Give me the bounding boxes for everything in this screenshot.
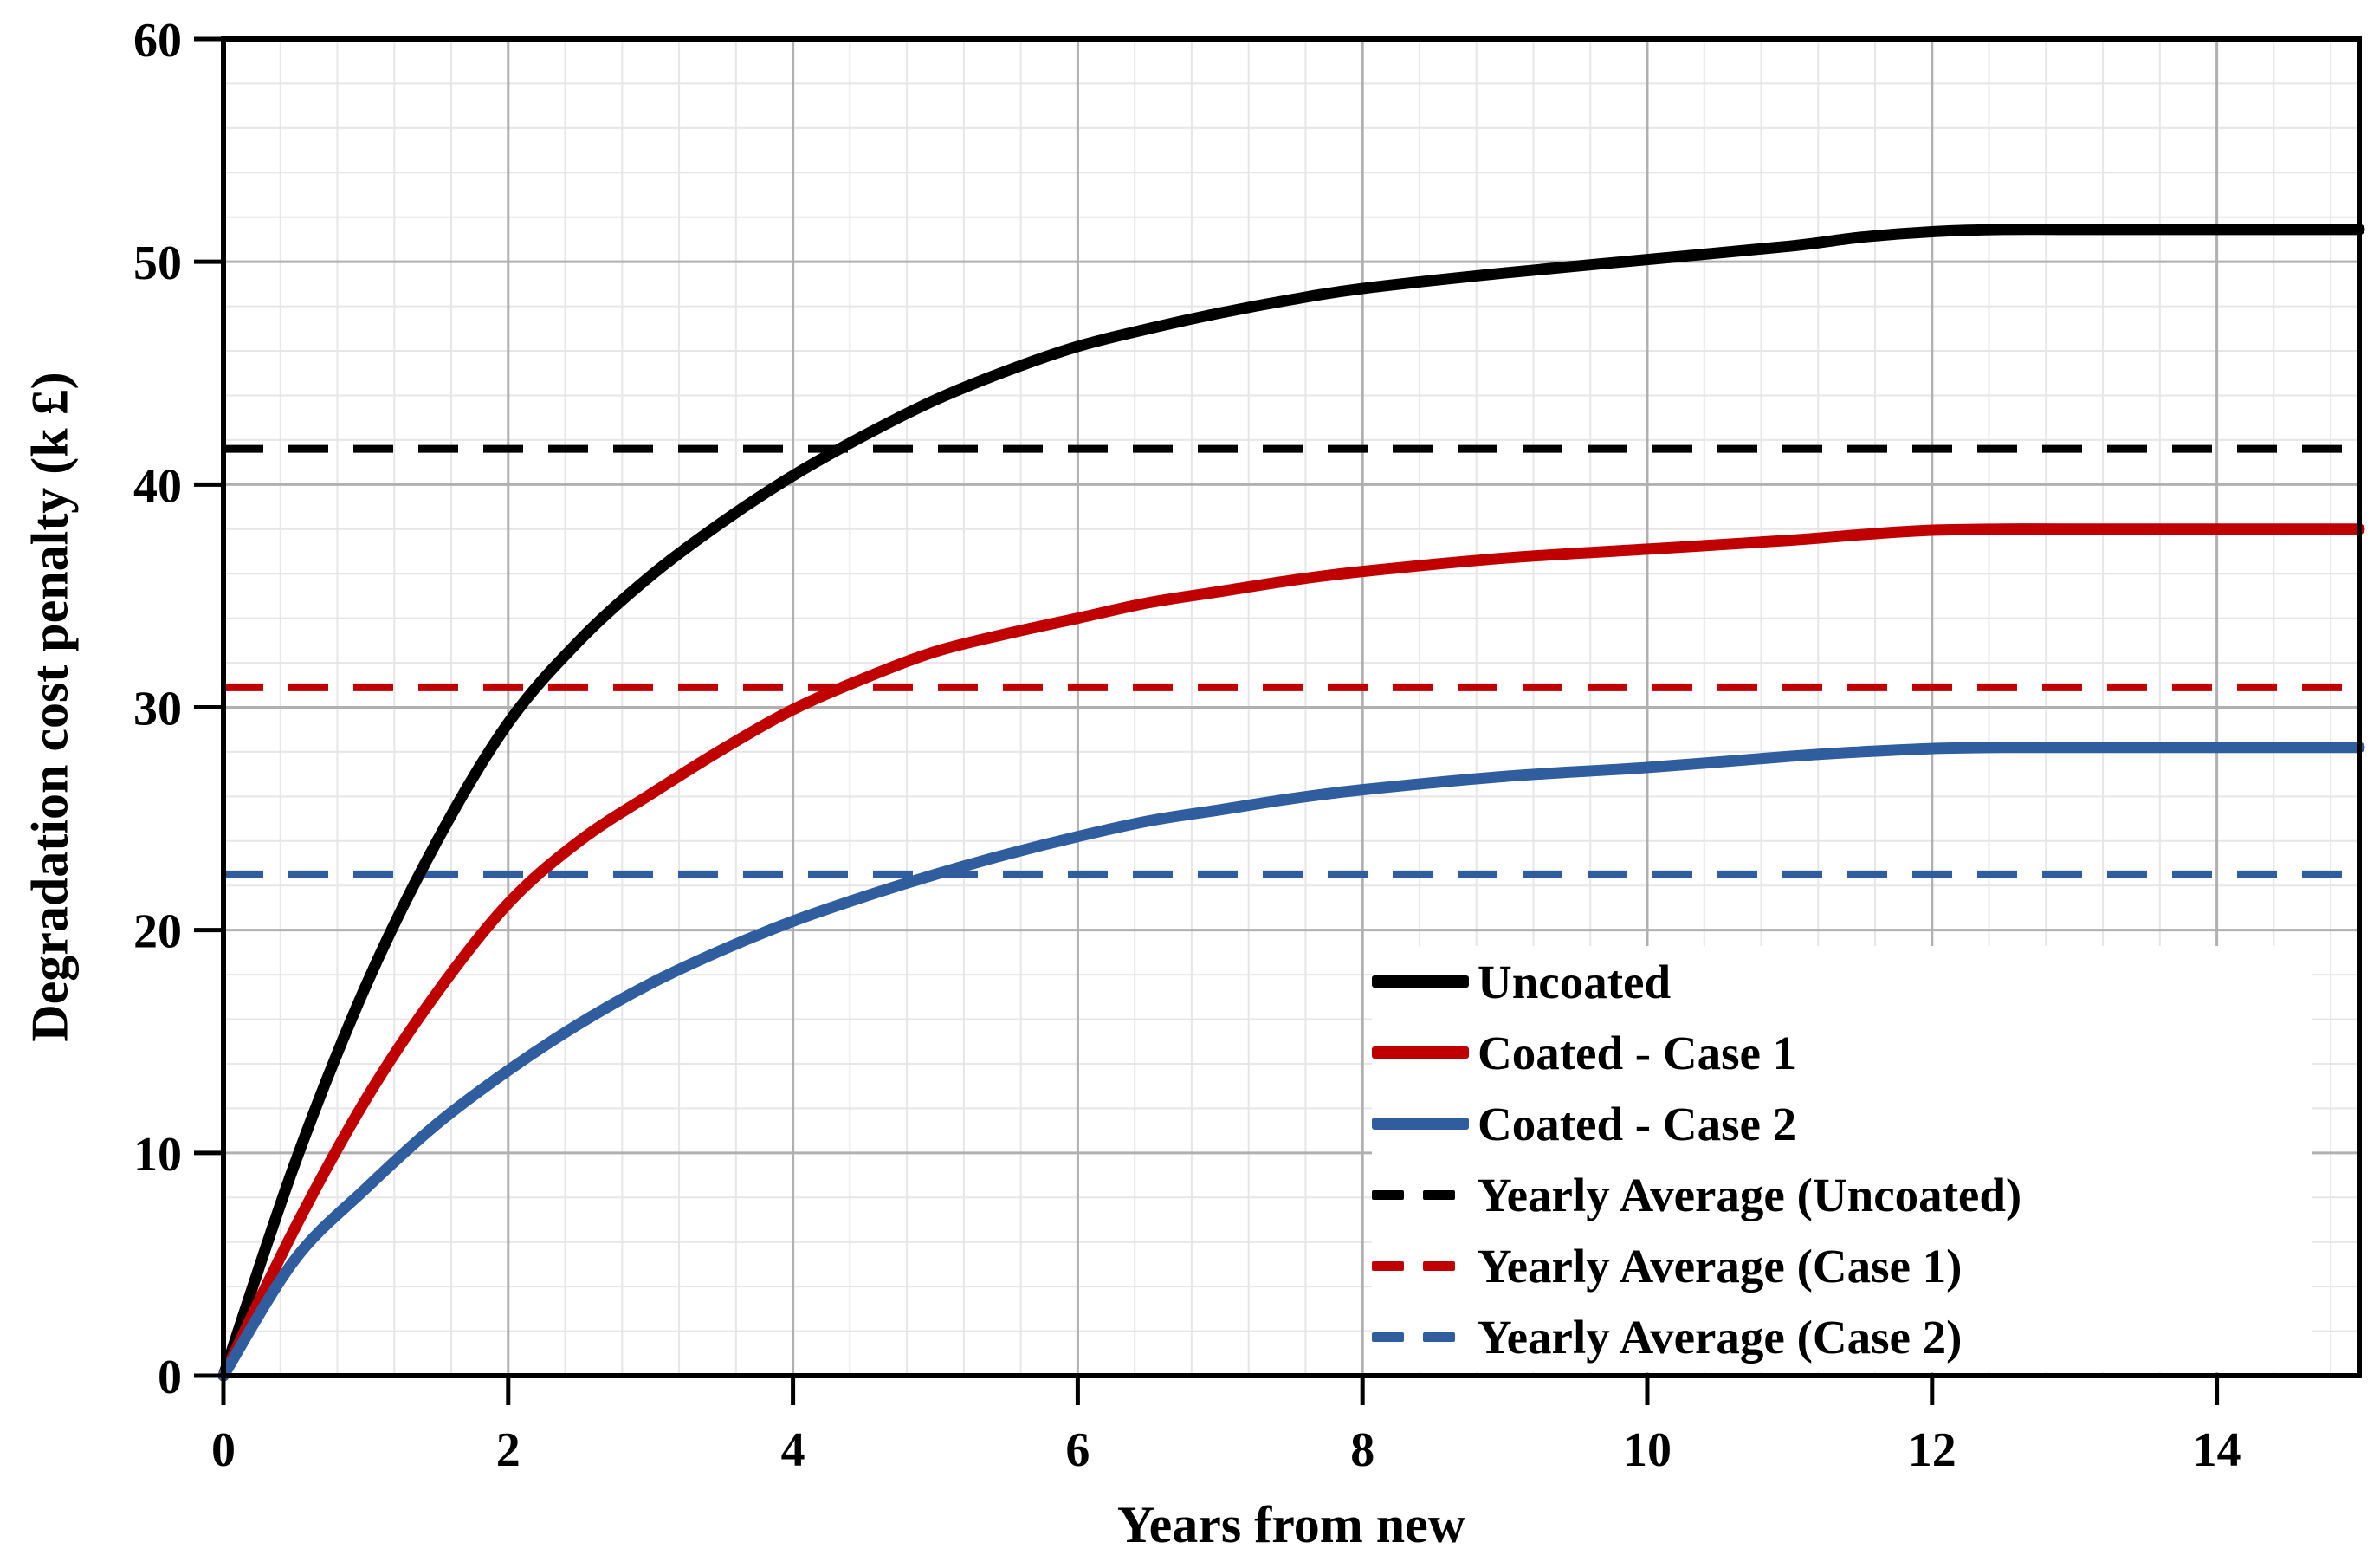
x-tick-label: 6	[1065, 1423, 1090, 1477]
legend-label: Uncoated	[1478, 955, 1672, 1008]
y-tick-label: 60	[133, 14, 182, 68]
legend-label: Yearly Average (Case 1)	[1478, 1239, 1963, 1293]
legend-swatch-uncoated-dashed	[1372, 1189, 1474, 1200]
x-axis-title: Years from new	[1116, 1496, 1466, 1553]
y-tick-label: 30	[133, 683, 182, 736]
series-line-uncoated	[217, 224, 2365, 1382]
series-line-coated-case-2	[217, 742, 2365, 1382]
legend-item-coated-case-2: Coated - Case 2	[1372, 1091, 2312, 1157]
legend-item-yearly-average-case-1: Yearly Average (Case 1)	[1372, 1233, 2312, 1299]
legend-item-coated-case-1: Coated - Case 1	[1372, 1020, 2312, 1085]
y-tick-label: 50	[133, 236, 182, 290]
x-tick-label: 12	[1908, 1423, 1956, 1477]
axis-ticks	[194, 36, 2220, 1405]
y-axis-title: Degradation cost penalty (k £)	[21, 372, 79, 1042]
legend-item-yearly-average-case-2: Yearly Average (Case 2)	[1372, 1304, 2312, 1370]
x-tick-label: 8	[1350, 1423, 1374, 1477]
chart-legend: Uncoated Coated - Case 1 Coated - Case 2…	[1372, 946, 2312, 1372]
x-tick-label: 10	[1623, 1423, 1672, 1477]
legend-swatch-case2-dashed	[1372, 1332, 1474, 1342]
legend-label: Yearly Average (Case 2)	[1478, 1310, 1963, 1364]
x-tick-label: 0	[211, 1423, 236, 1477]
y-tick-label: 0	[158, 1351, 182, 1404]
legend-swatch-case1-line	[1372, 1046, 1474, 1059]
axis-tick-labels: 0 2 4 6 8 10 12 14 0 10 20 30 40 50 60	[133, 14, 2241, 1477]
series-curves	[217, 224, 2365, 1382]
x-tick-label: 2	[496, 1423, 521, 1477]
y-tick-label: 20	[133, 905, 182, 959]
legend-swatch-case2-line	[1372, 1118, 1474, 1130]
legend-item-uncoated: Uncoated	[1372, 949, 2312, 1014]
x-tick-label: 14	[2193, 1423, 2241, 1477]
y-tick-label: 40	[133, 459, 182, 513]
legend-label: Yearly Average (Uncoated)	[1478, 1168, 2022, 1221]
legend-label: Coated - Case 1	[1478, 1026, 1797, 1079]
series-line-coated-case-1	[217, 523, 2365, 1382]
yearly-average-lines	[223, 444, 2359, 878]
y-tick-label: 10	[133, 1128, 182, 1182]
x-tick-label: 4	[781, 1423, 805, 1477]
legend-label: Coated - Case 2	[1478, 1097, 1797, 1150]
legend-item-yearly-average-uncoated: Yearly Average (Uncoated)	[1372, 1162, 2312, 1228]
legend-swatch-uncoated-line	[1372, 975, 1474, 988]
legend-swatch-case1-dashed	[1372, 1260, 1474, 1271]
